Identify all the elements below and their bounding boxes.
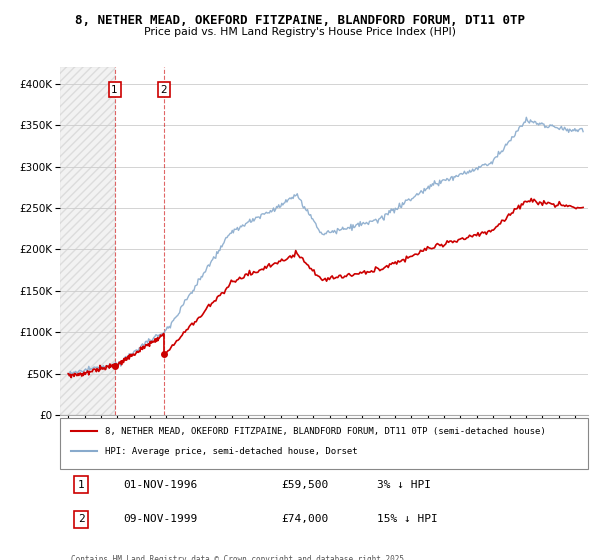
Text: Price paid vs. HM Land Registry's House Price Index (HPI): Price paid vs. HM Land Registry's House … [144, 27, 456, 37]
Text: 2: 2 [78, 515, 85, 524]
Text: 8, NETHER MEAD, OKEFORD FITZPAINE, BLANDFORD FORUM, DT11 0TP (semi-detached hous: 8, NETHER MEAD, OKEFORD FITZPAINE, BLAND… [105, 427, 545, 436]
Text: 09-NOV-1999: 09-NOV-1999 [124, 515, 197, 524]
Text: £59,500: £59,500 [282, 479, 329, 489]
Text: 2: 2 [161, 85, 167, 95]
Text: HPI: Average price, semi-detached house, Dorset: HPI: Average price, semi-detached house,… [105, 447, 358, 456]
Text: 01-NOV-1996: 01-NOV-1996 [124, 479, 197, 489]
Text: 3% ↓ HPI: 3% ↓ HPI [377, 479, 431, 489]
Text: 1: 1 [111, 85, 118, 95]
Text: £74,000: £74,000 [282, 515, 329, 524]
Text: Contains HM Land Registry data © Crown copyright and database right 2025.
This d: Contains HM Land Registry data © Crown c… [71, 556, 408, 560]
Text: 8, NETHER MEAD, OKEFORD FITZPAINE, BLANDFORD FORUM, DT11 0TP: 8, NETHER MEAD, OKEFORD FITZPAINE, BLAND… [75, 14, 525, 27]
Bar [60, 67, 115, 415]
Text: 1: 1 [78, 479, 85, 489]
Text: 15% ↓ HPI: 15% ↓ HPI [377, 515, 437, 524]
